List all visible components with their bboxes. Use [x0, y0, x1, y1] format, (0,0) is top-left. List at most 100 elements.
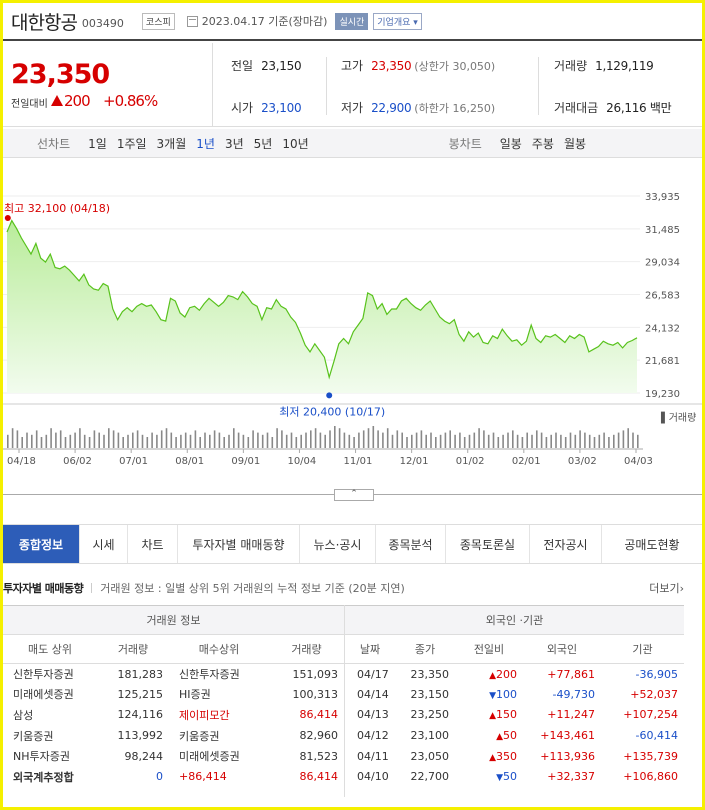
volume-bar: [314, 428, 317, 448]
up-arrow-icon: ▲: [489, 752, 496, 763]
price-line: [6, 219, 638, 380]
price-change-value: 200: [64, 92, 91, 110]
tab-analysis[interactable]: 종목분석: [376, 525, 446, 563]
volume-bar: [627, 428, 629, 448]
period-10y[interactable]: 10년: [282, 136, 309, 151]
volume-bar: [420, 430, 423, 448]
volume-bar: [26, 432, 28, 448]
col-buy-top: 매수상위: [169, 634, 269, 664]
volume-bar: [209, 434, 211, 448]
buy-volume: 81,523: [299, 749, 339, 763]
volume-bar: [233, 428, 235, 448]
volume-bar: [579, 430, 581, 448]
stat-high-label: 고가: [341, 59, 364, 73]
row-institution: +52,037: [630, 687, 678, 701]
candle-daily[interactable]: 일봉: [499, 136, 522, 151]
tab-forum[interactable]: 종목토론실: [446, 525, 530, 563]
collapse-chart-button[interactable]: ⌃: [334, 489, 374, 501]
volume-bar: [184, 432, 187, 448]
volume-bar: [218, 432, 221, 448]
table-row: 신한투자증권 181,283 신한투자증권 151,093: [3, 664, 344, 685]
volume-bar: [555, 432, 557, 448]
chevron-right-icon: ›: [679, 582, 684, 595]
more-link-label: 더보기: [649, 582, 680, 595]
volume-bar: [454, 434, 456, 448]
volume-bar: [632, 432, 634, 448]
buy-broker[interactable]: 키움증권: [179, 729, 220, 743]
candle-weekly[interactable]: 주봉: [531, 136, 554, 151]
row-institution: +106,860: [623, 770, 678, 784]
price-chart-svg: 33,935 31,485 29,034 26,583 24,132 21,681 19,2…: [3, 192, 702, 467]
volume-bar: [175, 437, 177, 448]
volume-bar: [545, 437, 548, 448]
row-foreign: +11,247: [547, 708, 595, 722]
buy-broker[interactable]: 제이피모간: [179, 708, 230, 722]
stat-volume-label: 거래량: [554, 59, 588, 73]
volume-bar: [194, 430, 197, 448]
tab-disclosure[interactable]: 전자공시: [530, 525, 602, 563]
more-link[interactable]: 더보기›: [649, 580, 684, 596]
sell-broker[interactable]: 신한투자증권: [13, 668, 74, 682]
tab-quote[interactable]: 시세: [80, 525, 128, 563]
realtime-button[interactable]: 실시간: [335, 12, 369, 30]
sell-broker[interactable]: 미래에셋증권: [13, 688, 74, 702]
stock-code: 003490: [81, 16, 124, 30]
buy-broker[interactable]: 신한투자증권: [179, 668, 240, 682]
volume-bar: [189, 434, 192, 448]
row-change-value: 100: [496, 687, 517, 701]
table-row: 04/14 23,150 ▼100 -49,730 +52,037: [345, 684, 684, 705]
buy-broker[interactable]: HI증권: [179, 688, 211, 702]
stat-amount-label: 거래대금: [554, 101, 599, 115]
col-sell-top: 매도 상위: [3, 634, 97, 664]
volume-bar: [117, 432, 120, 448]
volume-bar: [329, 430, 331, 448]
sell-broker[interactable]: 키움증권: [13, 729, 54, 743]
x-tick-label: 04/03: [624, 456, 653, 467]
volume-bar: [468, 434, 471, 448]
market-badge: 코스피: [141, 12, 175, 30]
period-3m[interactable]: 3개월: [156, 136, 187, 151]
row-change: ▲200: [455, 664, 523, 685]
volume-bar: [300, 434, 302, 448]
tab-chart[interactable]: 차트: [128, 525, 178, 563]
chevron-down-icon: ▾: [410, 17, 418, 28]
row-foreign: +143,461: [540, 729, 595, 743]
period-1w[interactable]: 1주일: [116, 136, 147, 151]
volume-bar: [531, 434, 533, 448]
sell-broker[interactable]: 삼성: [13, 708, 34, 722]
volume-bar: [16, 430, 19, 448]
volume-bar: [348, 434, 351, 448]
volume-bar: [550, 434, 552, 448]
volume-bar: [247, 437, 250, 448]
foreign-institution-table: 외국인 ·기관 날짜 종가 전일비 외국인 기관 04/17 23,350 ▲200…: [345, 605, 684, 787]
row-institution: -60,414: [635, 729, 678, 743]
period-1d[interactable]: 1일: [88, 136, 107, 151]
price-chart[interactable]: 33,935 31,485 29,034 26,583 24,132 21,681 19,2…: [3, 158, 702, 488]
buy-broker[interactable]: 미래에셋증권: [179, 750, 240, 764]
tab-summary[interactable]: 종합정보: [3, 525, 80, 563]
tab-investor-trend[interactable]: 투자자별 매매동향: [178, 525, 300, 563]
period-3y[interactable]: 3년: [224, 136, 244, 151]
x-tick-label: 01/02: [456, 456, 485, 467]
broker-table: 거래원 정보 매도 상위 거래량 매수상위 거래량 신한투자증권 181,283 신…: [3, 605, 344, 787]
volume-bar: [103, 434, 105, 448]
volume-bar: [449, 430, 451, 448]
broker-table-title: 거래원 정보: [3, 605, 344, 635]
row-foreign: -49,730: [552, 687, 595, 701]
low-marker: [326, 392, 333, 399]
foreign-total-buy: 86,414: [299, 770, 339, 784]
tab-short-selling[interactable]: 공매도현황: [624, 537, 680, 552]
row-change: ▲350: [455, 746, 523, 767]
volume-bar: [598, 434, 601, 448]
stat-low-value: 22,900: [371, 100, 412, 115]
tab-news[interactable]: 뉴스·공시: [300, 525, 376, 563]
corp-info-dropdown[interactable]: 기업개요 ▾: [373, 12, 422, 30]
period-1y[interactable]: 1년: [196, 136, 215, 151]
sell-broker[interactable]: NH투자증권: [13, 750, 70, 764]
period-5y[interactable]: 5년: [253, 136, 273, 151]
candle-monthly[interactable]: 월봉: [563, 136, 587, 151]
volume-bar: [252, 430, 254, 448]
volume-bar: [362, 430, 365, 448]
x-tick-label: 07/01: [119, 456, 148, 467]
volume-bar: [290, 432, 293, 448]
